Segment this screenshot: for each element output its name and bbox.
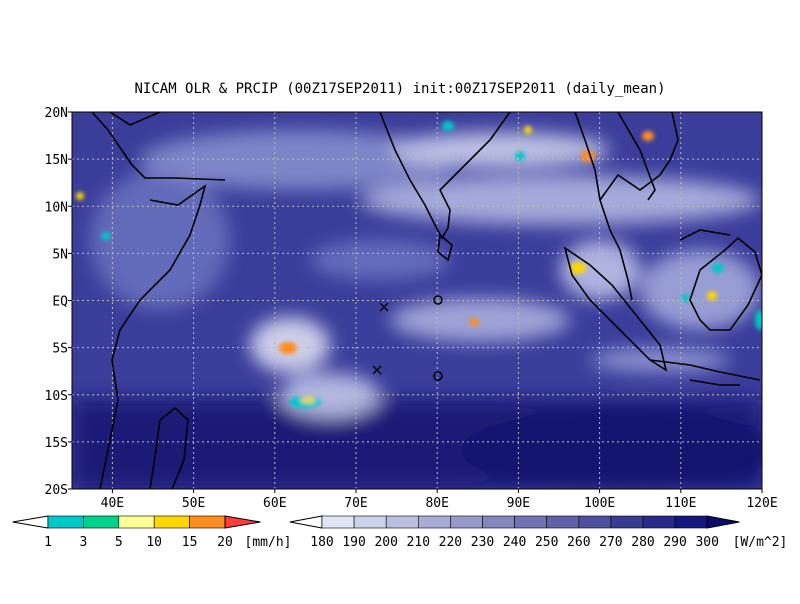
colorbar-label: 5	[115, 535, 123, 550]
colorbar-segment	[482, 515, 515, 529]
longitude-label: 80E	[425, 496, 448, 511]
colorbar-segment	[450, 515, 483, 529]
colorbar-label: 270	[599, 535, 622, 550]
colorbar-label: 200	[374, 535, 397, 550]
colorbar-unit: [W/m^2]	[733, 535, 788, 550]
colorbar-segment	[417, 515, 451, 529]
map-title: NICAM OLR & PRCIP (00Z17SEP2011) init:00…	[134, 81, 665, 97]
longitude-label: 90E	[507, 496, 530, 511]
latitude-label: 5S	[52, 342, 68, 357]
latitude-label: 10N	[45, 200, 68, 215]
colorbar-segment	[642, 515, 676, 529]
latitude-label: 15S	[45, 436, 68, 451]
colorbar-segment	[189, 515, 226, 529]
latitude-label: EQ	[52, 295, 68, 310]
colorbar-label: 280	[631, 535, 654, 550]
longitude-label: 70E	[344, 496, 367, 511]
colorbar-segment	[83, 515, 120, 529]
colorbar-segment	[674, 515, 708, 529]
map-field	[72, 112, 762, 489]
colorbar-label: 3	[79, 535, 87, 550]
colorbar-label: 220	[439, 535, 462, 550]
latitude-label: 20S	[45, 483, 68, 498]
colorbar-segment	[118, 515, 155, 529]
colorbar-label: 260	[567, 535, 590, 550]
longitude-label: 110E	[665, 496, 696, 511]
colorbar-end	[289, 515, 323, 529]
longitude-label: 50E	[182, 496, 205, 511]
colorbar-label: 300	[695, 535, 718, 550]
colorbar-unit: [mm/h]	[245, 535, 292, 550]
latitude-label: 10S	[45, 389, 68, 404]
longitude-label: 60E	[263, 496, 286, 511]
colorbar-label: 190	[342, 535, 365, 550]
colorbar-label: 10	[146, 535, 162, 550]
colorbar-end	[12, 515, 49, 529]
colorbar-label: 180	[310, 535, 333, 550]
colorbar-label: 250	[535, 535, 558, 550]
longitude-label: 40E	[101, 496, 124, 511]
colorbar-label: 15	[182, 535, 198, 550]
colorbar-label: 230	[471, 535, 494, 550]
latitude-label: 20N	[45, 106, 68, 121]
colorbar-segment	[321, 515, 355, 529]
latitude-label: 5N	[52, 247, 68, 262]
colorbar-label: 1	[44, 535, 52, 550]
colorbar-segment	[47, 515, 84, 529]
latitude-label: 15N	[45, 153, 68, 168]
longitude-label: 120E	[746, 496, 777, 511]
longitude-label: 100E	[584, 496, 615, 511]
colorbar-segment	[546, 515, 580, 529]
colorbar-label: 210	[407, 535, 430, 550]
colorbar-segment	[610, 515, 644, 529]
colorbar-label: 290	[663, 535, 686, 550]
colorbar-segment	[578, 515, 612, 529]
colorbar-segment	[153, 515, 190, 529]
colorbar-segment	[514, 515, 547, 529]
colorbar-segment	[385, 515, 419, 529]
colorbar-end	[706, 515, 740, 529]
colorbar-label: 240	[503, 535, 526, 550]
colorbar-segment	[353, 515, 387, 529]
colorbar-label: 20	[217, 535, 233, 550]
colorbar-end	[224, 515, 261, 529]
